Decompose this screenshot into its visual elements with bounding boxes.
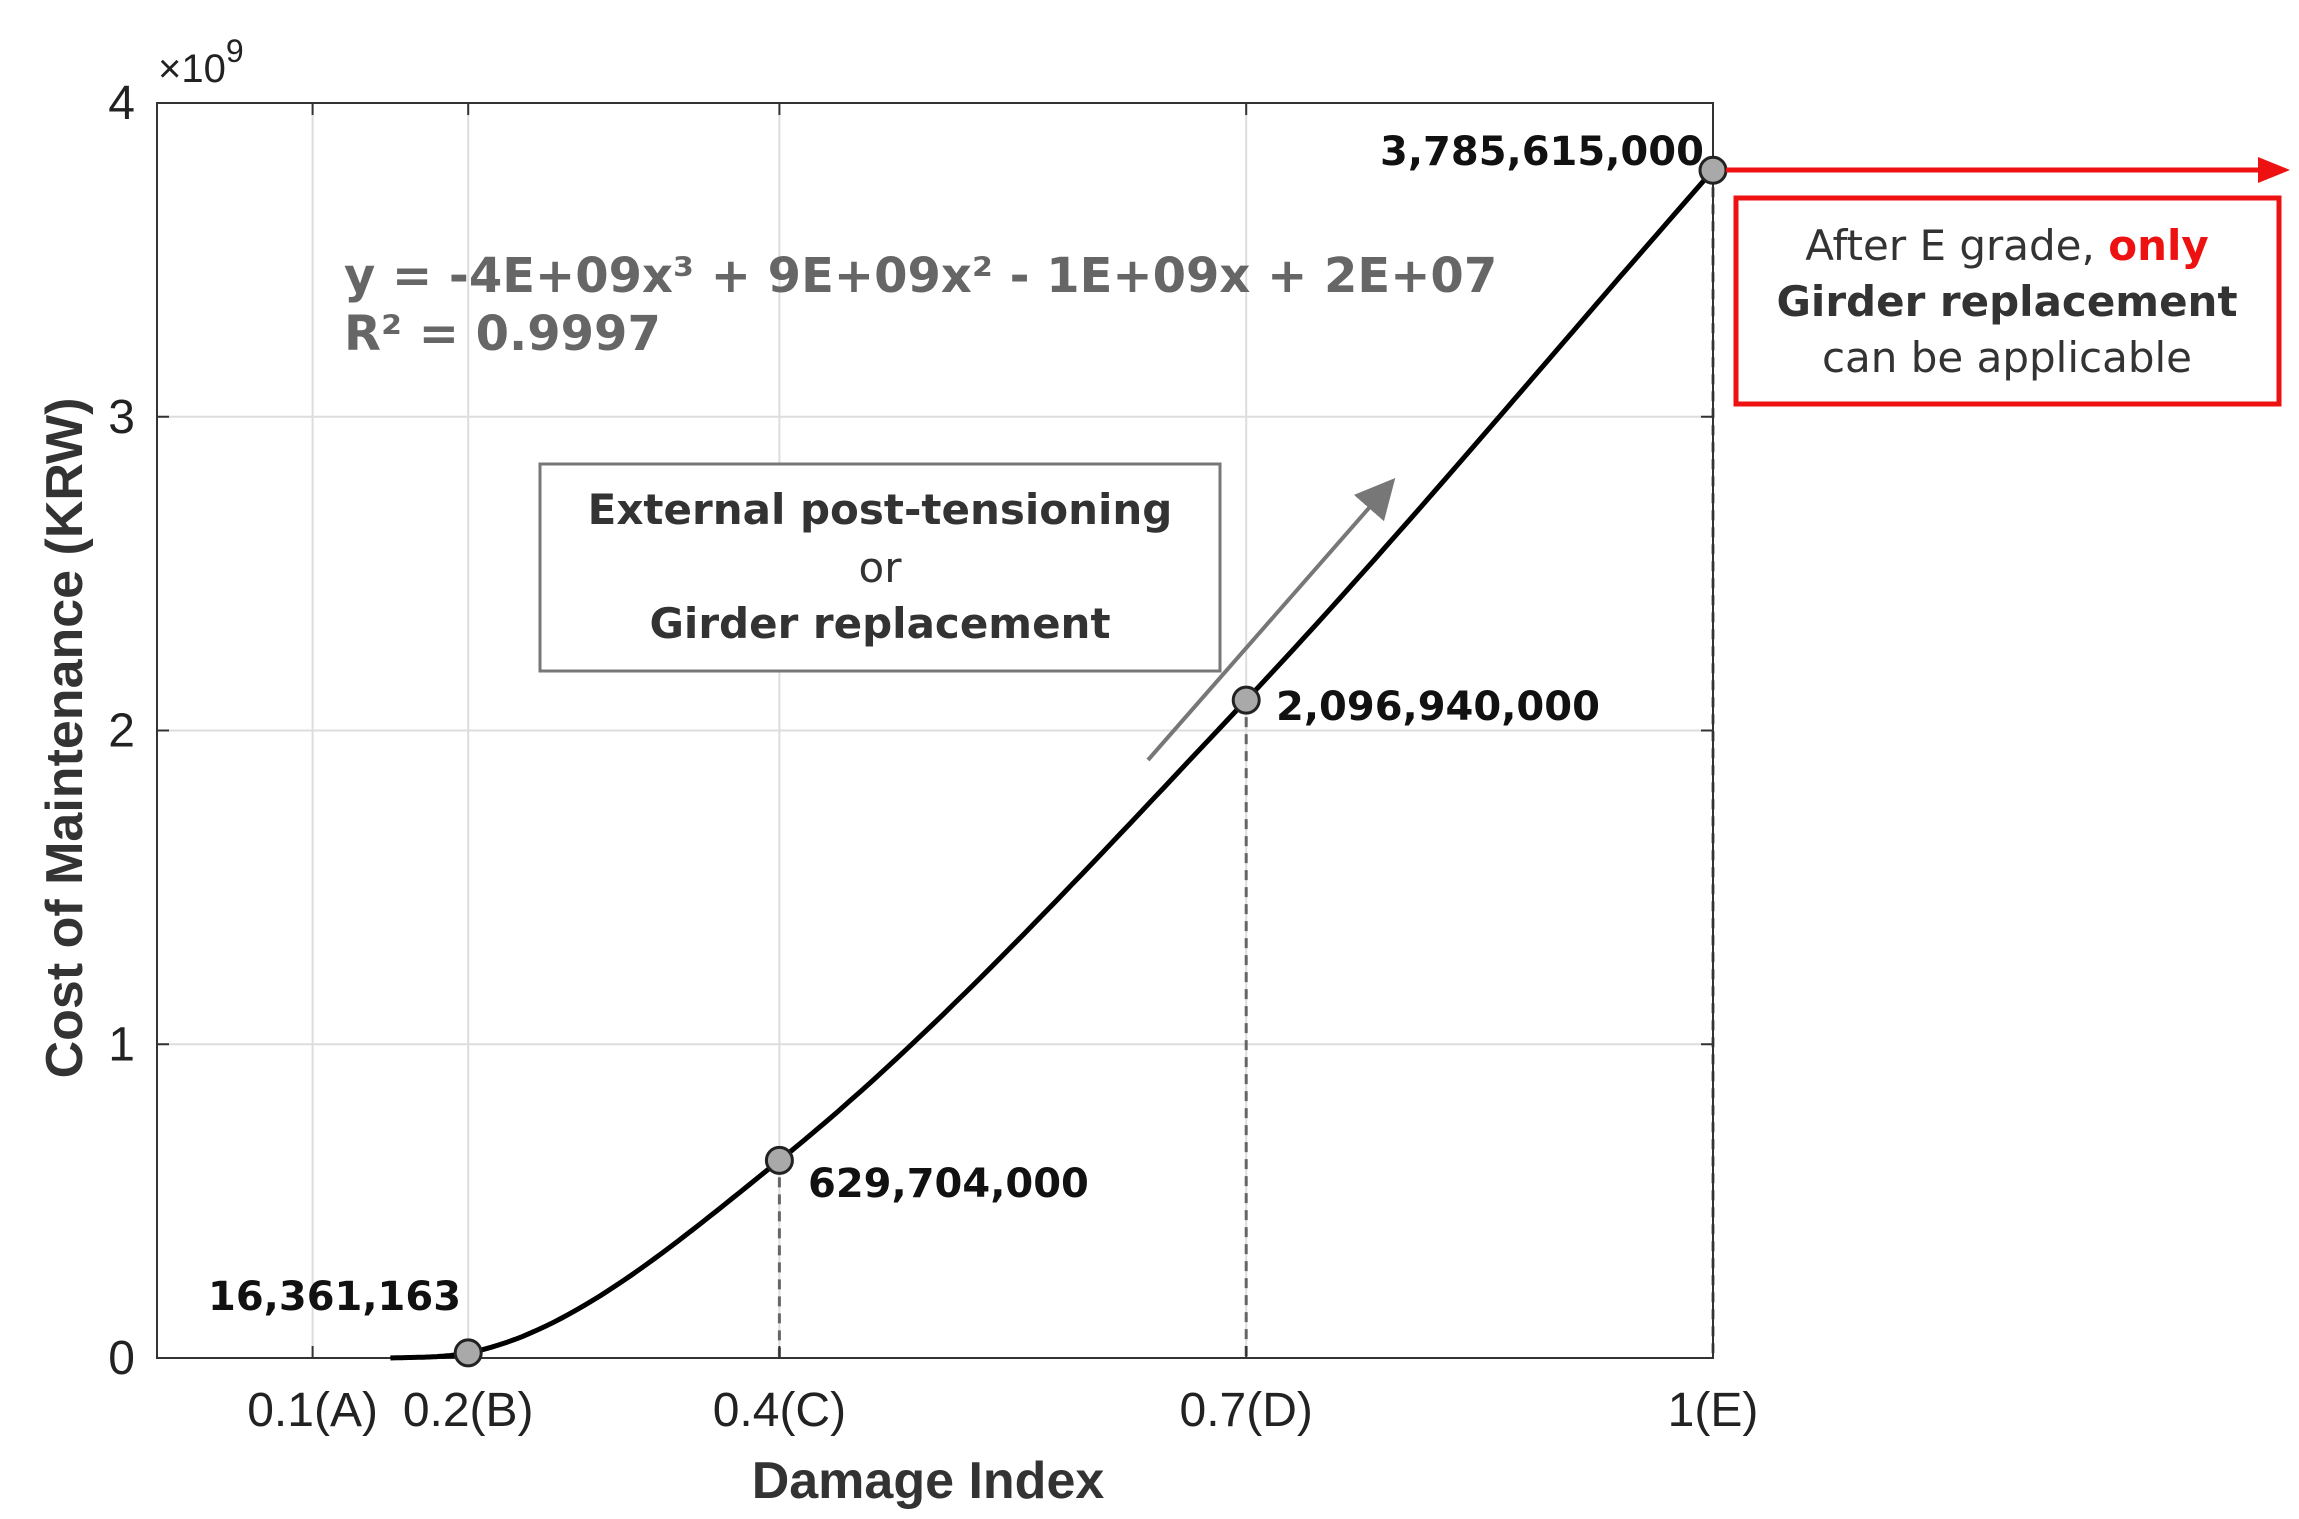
- note-box-frame: [1733, 195, 2282, 407]
- data-points: [453, 155, 1728, 1368]
- note-prefix: After E grade,: [1805, 221, 2108, 270]
- method-box-frame: [538, 462, 1222, 673]
- x-tick-label: 0.7(D): [1180, 1384, 1313, 1437]
- equation-line-2: R² = 0.9997: [344, 306, 661, 362]
- x-tick-label: 0.2(B): [403, 1384, 534, 1437]
- y-tick-label: 3: [108, 391, 135, 444]
- y-exponent-base: ×10: [158, 47, 226, 91]
- note-line-3: can be applicable: [1822, 333, 2192, 382]
- x-axis-title: Damage Index: [752, 1452, 1105, 1510]
- note-line-1: After E grade, only: [1805, 221, 2209, 270]
- x-axis-ticks: 0.1(A) 0.2(B) 0.4(C) 0.7(D) 1(E): [247, 103, 1758, 1437]
- x-tick-label: 1(E): [1668, 1384, 1759, 1437]
- y-axis-ticks: 0 1 2 3 4: [108, 77, 1713, 1385]
- y-tick-label: 2: [108, 705, 135, 758]
- data-label-b: 16,361,163: [208, 1274, 461, 1320]
- replacement-arrow-head: [2258, 157, 2290, 183]
- equation-line-1: y = -4E+09x³ + 9E+09x² - 1E+09x + 2E+07: [344, 248, 1497, 304]
- y-tick-label: 0: [108, 1332, 135, 1385]
- method-line-1: External post-tensioning: [588, 485, 1173, 534]
- data-label-e: 3,785,615,000: [1380, 129, 1704, 175]
- y-tick-label: 1: [108, 1018, 135, 1071]
- data-point-marker: [1231, 685, 1261, 715]
- note-box: After E grade, only Girder replacement c…: [1733, 195, 2282, 407]
- x-tick-label: 0.1(A): [247, 1384, 378, 1437]
- note-highlight: only: [2108, 221, 2209, 270]
- y-exponent-power: 9: [226, 33, 244, 69]
- method-box: External post-tensioning or Girder repla…: [538, 462, 1222, 673]
- note-line-2: Girder replacement: [1776, 277, 2237, 326]
- y-tick-label: 4: [108, 77, 135, 130]
- method-line-3: Girder replacement: [649, 599, 1110, 648]
- trend-arrow: [1146, 477, 1396, 762]
- data-point-marker: [764, 1145, 794, 1175]
- data-point-marker: [453, 1338, 483, 1368]
- y-axis-exponent: ×109: [158, 33, 244, 91]
- y-axis-title: Cost of Maintenance (KRW): [36, 398, 94, 1079]
- data-label-c: 629,704,000: [808, 1161, 1089, 1207]
- method-line-2: or: [859, 543, 903, 592]
- x-tick-label: 0.4(C): [713, 1384, 846, 1437]
- data-label-d: 2,096,940,000: [1276, 684, 1600, 730]
